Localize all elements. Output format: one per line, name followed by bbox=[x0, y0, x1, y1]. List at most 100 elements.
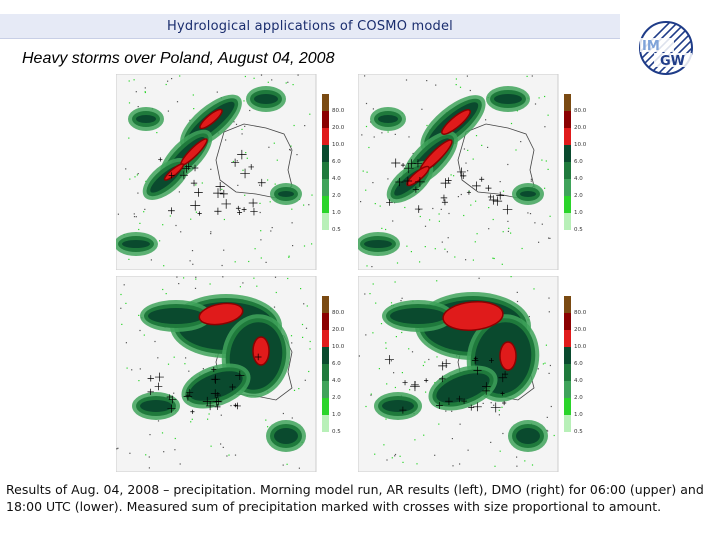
legend-swatch bbox=[322, 364, 329, 381]
map-panel-ar-0600: 80.0 20.0 10.0 6.0 4.0 2.0 1.0 0.5 bbox=[114, 73, 345, 271]
measurement-cross bbox=[400, 162, 406, 168]
measurement-cross bbox=[254, 353, 262, 361]
legend-label: 4.0 bbox=[574, 176, 583, 182]
measurement-cross bbox=[237, 149, 247, 160]
measurement-cross bbox=[414, 205, 423, 213]
legend-swatch bbox=[322, 162, 329, 179]
measurement-cross bbox=[441, 359, 451, 369]
legend-label: 4.0 bbox=[332, 378, 341, 384]
measurement-cross bbox=[168, 172, 175, 179]
legend-swatch bbox=[564, 196, 571, 213]
measurement-cross bbox=[248, 198, 258, 208]
measurement-cross bbox=[210, 374, 221, 384]
measurement-cross bbox=[234, 402, 241, 410]
measurement-cross bbox=[167, 207, 175, 215]
measurement-cross bbox=[237, 210, 243, 215]
legend-swatch bbox=[564, 381, 571, 398]
legend-label: 20.0 bbox=[574, 327, 586, 333]
map-panel-dmo-1800: 80.0 20.0 10.0 6.0 4.0 2.0 1.0 0.5 bbox=[357, 275, 587, 473]
measurement-cross bbox=[158, 157, 163, 162]
legend-swatch bbox=[564, 364, 571, 381]
measurement-cross bbox=[395, 177, 404, 187]
legend-label: 80.0 bbox=[574, 108, 586, 114]
measurement-cross bbox=[500, 391, 505, 396]
measurement-cross bbox=[168, 395, 177, 404]
measurement-cross bbox=[214, 391, 221, 399]
measurement-cross bbox=[461, 398, 467, 404]
measurement-cross bbox=[440, 194, 448, 202]
measurement-cross bbox=[211, 376, 219, 383]
measurement-cross bbox=[257, 178, 266, 187]
legend-swatch bbox=[322, 313, 329, 330]
measurement-cross bbox=[439, 375, 446, 383]
precip-legend: 80.0 20.0 10.0 6.0 4.0 2.0 1.0 0.5 bbox=[564, 94, 587, 233]
measurement-cross bbox=[250, 207, 258, 216]
legend-label: 2.0 bbox=[332, 193, 341, 199]
measurement-cross bbox=[402, 380, 408, 386]
measurement-cross bbox=[167, 404, 176, 413]
precip-map-ar-1800: 80.0 20.0 10.0 6.0 4.0 2.0 1.0 0.5 bbox=[115, 275, 345, 473]
legend-label: 6.0 bbox=[574, 159, 583, 165]
legend-label: 1.0 bbox=[332, 210, 341, 216]
measurement-cross bbox=[221, 199, 232, 209]
measurement-cross bbox=[445, 177, 452, 184]
legend-label: 6.0 bbox=[574, 361, 583, 367]
measurement-cross bbox=[183, 392, 193, 401]
measurement-cross bbox=[472, 402, 482, 412]
legend-swatch bbox=[322, 381, 329, 398]
measurement-cross bbox=[440, 178, 451, 189]
page-subtitle: Heavy storms over Poland, August 04, 200… bbox=[22, 50, 335, 67]
measurement-cross bbox=[154, 372, 164, 382]
measurement-cross bbox=[229, 383, 236, 391]
legend-label: 2.0 bbox=[574, 193, 583, 199]
measurement-cross bbox=[190, 200, 201, 211]
legend-swatch bbox=[564, 162, 571, 179]
measurement-cross bbox=[482, 386, 491, 395]
measurement-cross bbox=[441, 199, 448, 206]
measurement-cross bbox=[403, 163, 414, 174]
legend-swatch bbox=[322, 128, 329, 145]
measurement-cross bbox=[190, 409, 195, 414]
measurement-cross bbox=[179, 171, 188, 180]
legend-swatch bbox=[322, 94, 329, 111]
legend-swatch bbox=[564, 179, 571, 196]
measurement-cross bbox=[471, 357, 479, 364]
measurement-cross bbox=[213, 188, 223, 199]
legend-label: 1.0 bbox=[332, 412, 341, 418]
measurement-cross bbox=[190, 179, 198, 187]
measurement-cross bbox=[240, 168, 250, 179]
measurement-cross bbox=[212, 396, 222, 406]
page-header-title: Hydrological applications of COSMO model bbox=[167, 18, 453, 34]
legend-label: 10.0 bbox=[574, 142, 586, 148]
measurement-cross bbox=[215, 398, 223, 406]
precip-legend: 80.0 20.0 10.0 6.0 4.0 2.0 1.0 0.5 bbox=[322, 296, 345, 435]
measurement-cross bbox=[205, 401, 215, 411]
legend-swatch bbox=[322, 347, 329, 364]
measurement-cross bbox=[485, 185, 492, 192]
legend-label: 10.0 bbox=[574, 344, 586, 350]
legend-label: 80.0 bbox=[332, 310, 344, 316]
measurement-cross bbox=[456, 395, 463, 403]
measurement-cross bbox=[399, 406, 407, 414]
legend-swatch bbox=[322, 111, 329, 128]
measurement-cross bbox=[492, 196, 503, 206]
legend-label: 4.0 bbox=[332, 176, 341, 182]
logo-text-top: IM bbox=[642, 39, 660, 54]
measurement-cross bbox=[233, 403, 238, 408]
measurement-cross bbox=[496, 191, 505, 200]
measurement-cross bbox=[407, 159, 416, 168]
measurement-cross bbox=[403, 176, 413, 186]
legend-label: 10.0 bbox=[332, 142, 344, 148]
map-panel-ar-1800: 80.0 20.0 10.0 6.0 4.0 2.0 1.0 0.5 bbox=[115, 275, 345, 473]
measurement-cross bbox=[410, 381, 420, 392]
measurement-cross bbox=[415, 176, 425, 187]
legend-label: 0.5 bbox=[332, 227, 341, 233]
measurement-cross bbox=[456, 167, 466, 177]
measurement-cross bbox=[438, 361, 448, 371]
legend-swatch bbox=[322, 179, 329, 196]
measurement-cross bbox=[248, 164, 254, 170]
legend-label: 0.5 bbox=[574, 227, 583, 233]
measurement-cross bbox=[424, 378, 429, 383]
legend-swatch bbox=[564, 111, 571, 128]
measurement-cross bbox=[502, 371, 509, 378]
